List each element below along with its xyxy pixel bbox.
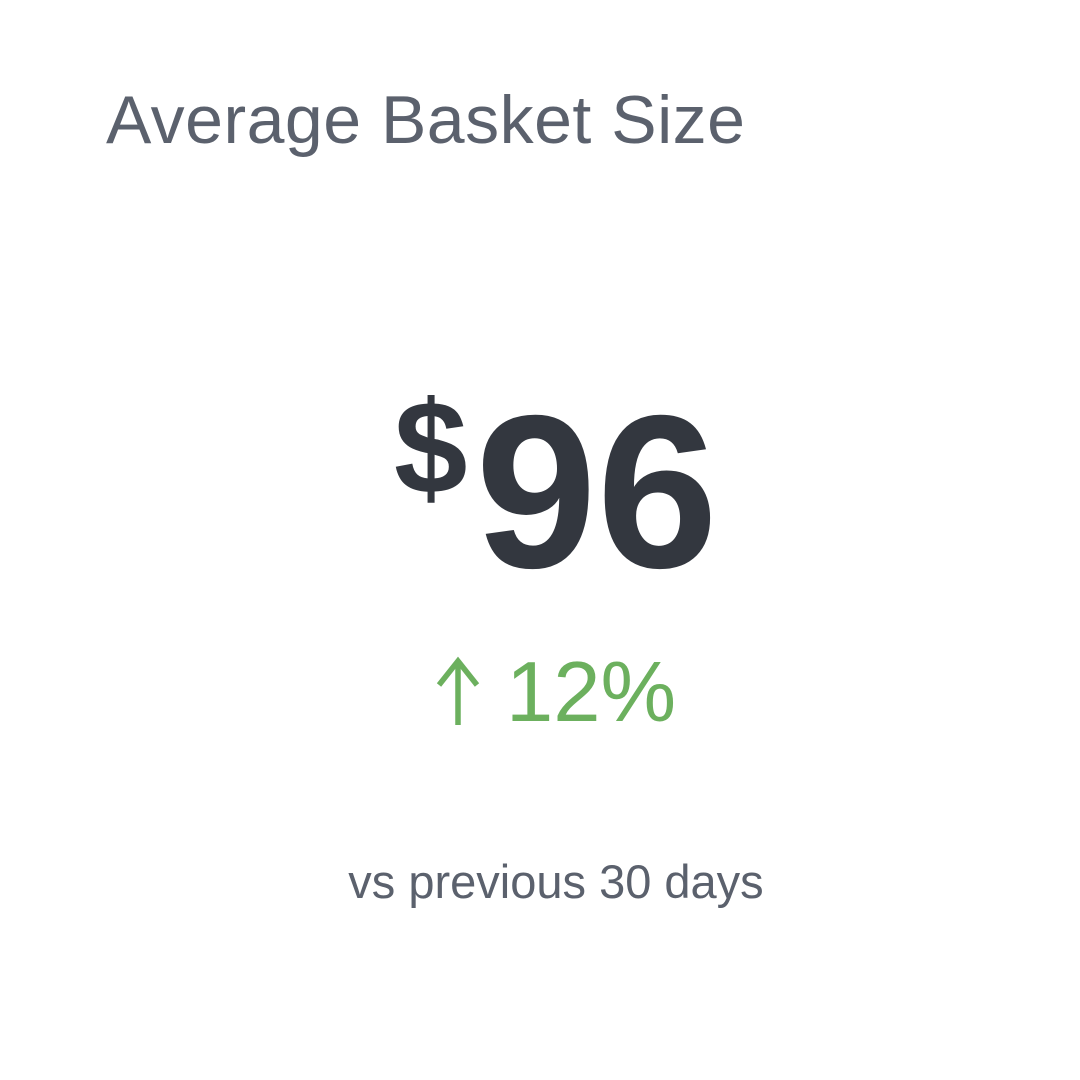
comparison-label: vs previous 30 days: [348, 855, 764, 908]
kpi-change: 12%: [32, 650, 1080, 735]
kpi-value: $96: [32, 382, 1080, 602]
up-arrow-icon: [436, 656, 480, 725]
kpi-change-percent: 12%: [505, 645, 677, 740]
kpi-title: Average Basket Size: [106, 82, 746, 158]
kpi-value-number: 96: [475, 371, 718, 614]
currency-symbol: $: [394, 374, 468, 521]
